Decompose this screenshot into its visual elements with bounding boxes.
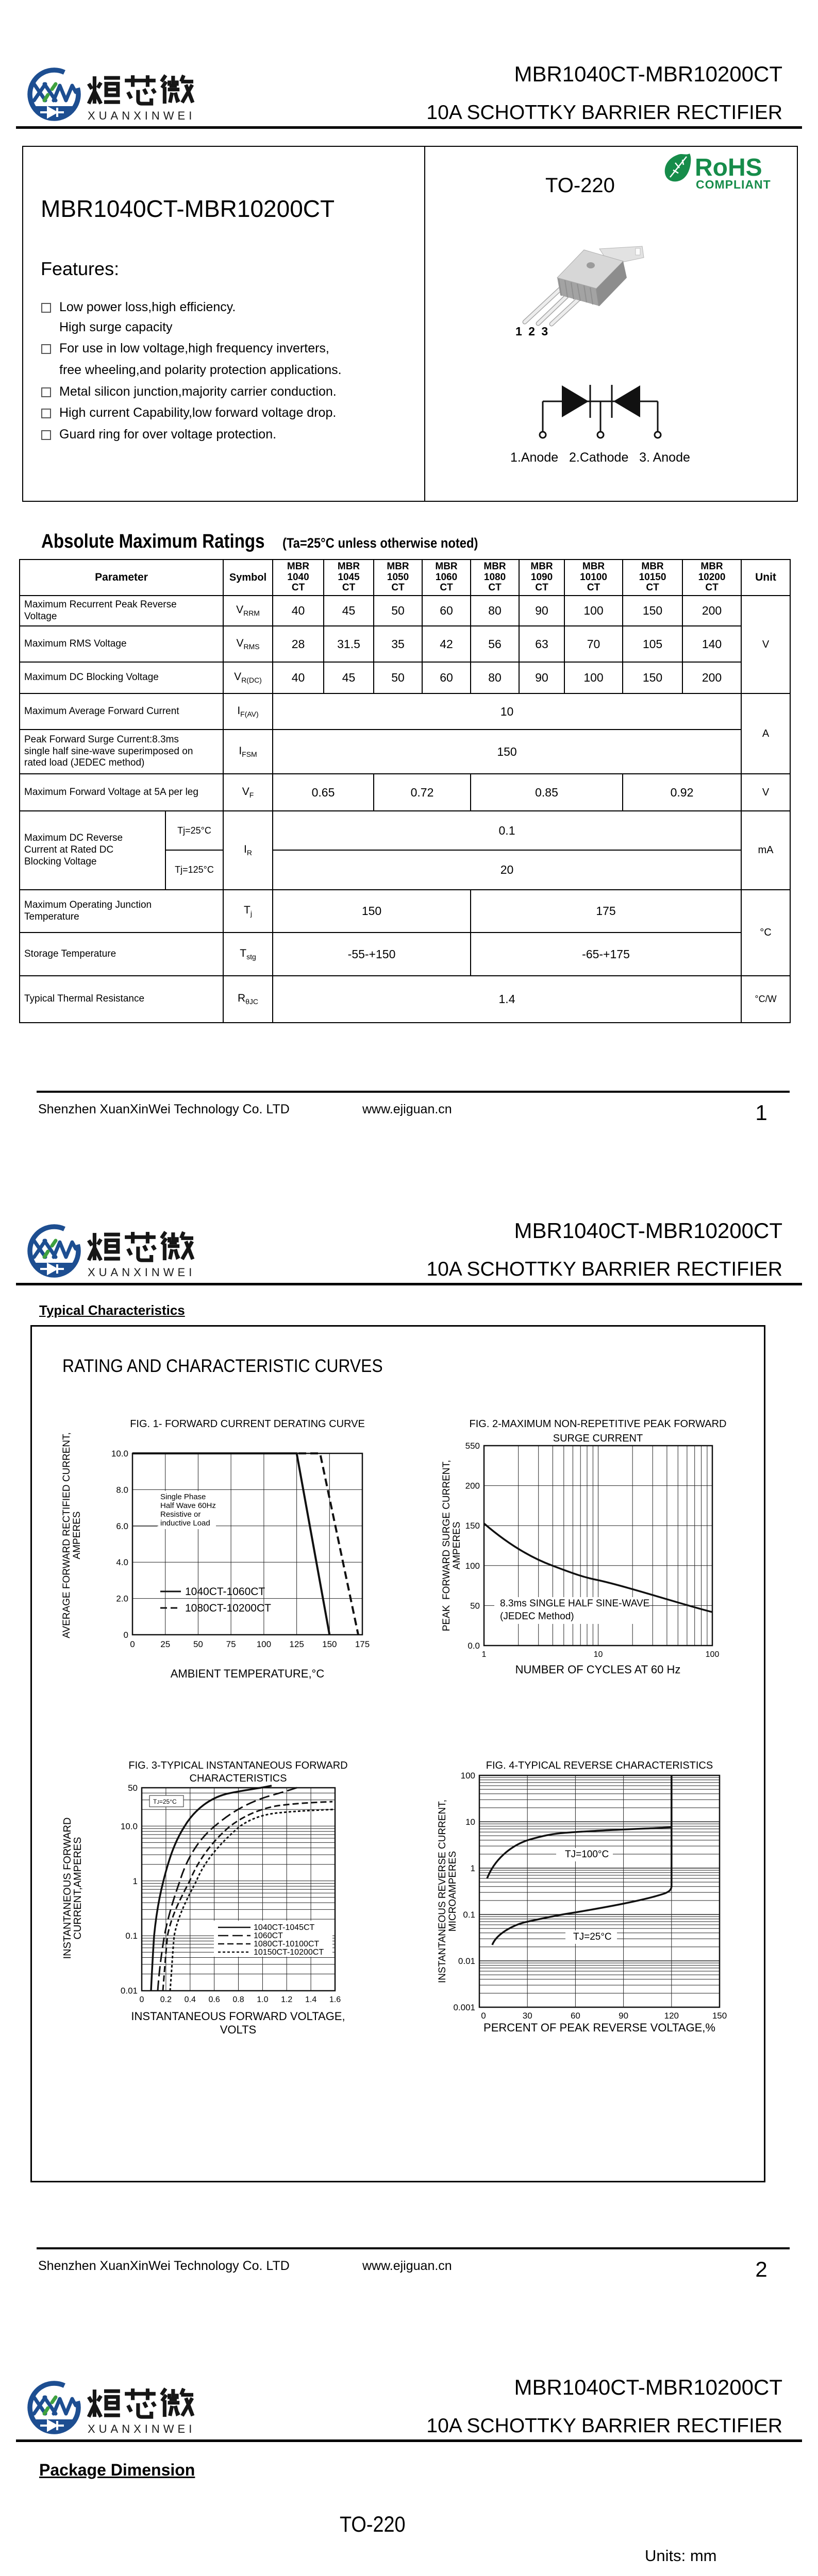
svg-text:TJ=100°C: TJ=100°C	[565, 1849, 609, 1860]
svg-text:200: 200	[465, 1481, 480, 1491]
svg-text:1.6: 1.6	[329, 1995, 341, 2004]
svg-text:175: 175	[355, 1639, 370, 1649]
svg-text:INSTANTANEOUS FORWARD: INSTANTANEOUS FORWARD	[62, 1818, 73, 1959]
svg-text:1.2: 1.2	[281, 1995, 292, 2004]
svg-text:0.001: 0.001	[453, 2003, 475, 2012]
svg-text:1080CT-10200CT: 1080CT-10200CT	[185, 1602, 271, 1614]
svg-text:SURGE CURRENT: SURGE CURRENT	[553, 1433, 643, 1444]
svg-text:0: 0	[124, 1630, 128, 1640]
svg-text:0.01: 0.01	[121, 1986, 138, 1996]
svg-text:XUANXINWEI: XUANXINWEI	[88, 109, 195, 122]
svg-text:XUANXINWEI: XUANXINWEI	[88, 1266, 195, 1279]
svg-text:Resistive or: Resistive or	[160, 1510, 201, 1519]
svg-text:1.0: 1.0	[257, 1995, 268, 2004]
svg-text:CHARACTERISTICS: CHARACTERISTICS	[190, 1773, 287, 1784]
svg-text:INSTANTANEOUS REVERSE CURRENT,: INSTANTANEOUS REVERSE CURRENT,	[437, 1800, 448, 1983]
svg-text:VOLTS: VOLTS	[220, 2023, 257, 2036]
svg-text:0.0: 0.0	[468, 1641, 480, 1651]
svg-text:1040CT-1060CT: 1040CT-1060CT	[185, 1586, 265, 1598]
svg-text:INSTANTANEOUS FORWARD VOLTAGE,: INSTANTANEOUS FORWARD VOLTAGE,	[131, 2010, 345, 2023]
svg-text:10.0: 10.0	[121, 1821, 138, 1831]
svg-text:10: 10	[594, 1650, 603, 1659]
svg-text:1080CT-10100CT: 1080CT-10100CT	[254, 1940, 319, 1948]
svg-text:FIG. 1- FORWARD CURRENT DERATI: FIG. 1- FORWARD CURRENT DERATING CURVE	[130, 1418, 365, 1430]
svg-text:8.0: 8.0	[116, 1485, 128, 1495]
svg-text:0.1: 0.1	[125, 1931, 138, 1941]
svg-text:100: 100	[706, 1650, 720, 1659]
svg-text:2.0: 2.0	[116, 1594, 128, 1604]
svg-text:0: 0	[481, 2011, 486, 2021]
svg-text:MICROAMPERES: MICROAMPERES	[447, 1851, 458, 1931]
svg-text:Half Wave 60Hz: Half Wave 60Hz	[160, 1501, 216, 1510]
svg-text:120: 120	[664, 2011, 679, 2021]
svg-text:25: 25	[160, 1639, 170, 1649]
svg-text:COMPLIANT: COMPLIANT	[696, 178, 771, 191]
svg-text:8.3ms SINGLE HALF SINE-WAVE: 8.3ms SINGLE HALF SINE-WAVE	[500, 1598, 649, 1609]
svg-text:1040CT-1045CT: 1040CT-1045CT	[254, 1923, 315, 1932]
svg-text:150: 150	[465, 1521, 480, 1531]
svg-text:inductive Load: inductive Load	[160, 1519, 210, 1528]
svg-text:RoHS: RoHS	[695, 154, 762, 181]
svg-text:150: 150	[712, 2011, 727, 2021]
svg-text:0.6: 0.6	[208, 1995, 220, 2004]
svg-text:50: 50	[470, 1601, 480, 1611]
svg-text:0: 0	[140, 1995, 144, 2004]
svg-text:XUANXINWEI: XUANXINWEI	[88, 2422, 195, 2435]
svg-text:0: 0	[130, 1639, 135, 1649]
svg-text:AMPERES: AMPERES	[452, 1522, 462, 1570]
svg-text:75: 75	[226, 1639, 236, 1649]
svg-text:(JEDEC Method): (JEDEC Method)	[500, 1611, 574, 1622]
svg-text:30: 30	[523, 2011, 532, 2021]
svg-text:1: 1	[471, 1863, 475, 1873]
svg-text:TJ=25°C: TJ=25°C	[573, 1931, 612, 1942]
svg-text:10: 10	[465, 1817, 475, 1827]
svg-text:125: 125	[289, 1639, 304, 1649]
svg-text:FIG. 4-TYPICAL REVERSE CHARACT: FIG. 4-TYPICAL REVERSE CHARACTERISTICS	[486, 1760, 713, 1771]
svg-text:60: 60	[571, 2011, 580, 2021]
svg-text:100: 100	[465, 1561, 480, 1571]
svg-text:A: A	[531, 2575, 538, 2576]
svg-text:100: 100	[461, 1771, 475, 1781]
svg-text:RATING AND CHARACTERISTIC CURV: RATING AND CHARACTERISTIC CURVES	[62, 1357, 383, 1377]
svg-text:0.2: 0.2	[160, 1995, 172, 2004]
svg-text:550: 550	[465, 1441, 480, 1451]
svg-text:CURRENT,AMPERES: CURRENT,AMPERES	[72, 1837, 84, 1940]
svg-text:AMPERES: AMPERES	[72, 1512, 82, 1560]
svg-text:4.0: 4.0	[116, 1557, 128, 1567]
svg-text:150: 150	[322, 1639, 337, 1649]
svg-text:0.1: 0.1	[463, 1910, 475, 1920]
svg-text:10150CT-10200CT: 10150CT-10200CT	[254, 1948, 324, 1957]
svg-text:100: 100	[257, 1639, 271, 1649]
svg-text:0.01: 0.01	[458, 1956, 475, 1966]
svg-text:6.0: 6.0	[116, 1521, 128, 1531]
svg-text:FIG. 3-TYPICAL INSTANTANEOUS F: FIG. 3-TYPICAL INSTANTANEOUS FORWARD	[128, 1760, 347, 1771]
svg-text:AVERAGE FORWARD RECTIFIED CURR: AVERAGE FORWARD RECTIFIED CURRENT,	[61, 1432, 72, 1638]
svg-text:1: 1	[482, 1650, 487, 1659]
svg-text:PERCENT OF PEAK REVERSE VOLTAG: PERCENT OF PEAK REVERSE VOLTAGE,%	[483, 2021, 715, 2034]
svg-text:Single Phase: Single Phase	[160, 1493, 206, 1501]
svg-text:PEAK FORWARD SURGE CURRENT,: PEAK FORWARD SURGE CURRENT,	[441, 1460, 452, 1632]
svg-text:FIG. 2-MAXIMUM NON-REPETITIVE: FIG. 2-MAXIMUM NON-REPETITIVE PEAK FORWA…	[470, 1418, 727, 1430]
svg-text:1060CT: 1060CT	[254, 1931, 283, 1940]
svg-text:1.4: 1.4	[305, 1995, 316, 2004]
svg-text:50: 50	[193, 1639, 203, 1649]
svg-text:90: 90	[619, 2011, 628, 2021]
svg-text:0.8: 0.8	[232, 1995, 244, 2004]
svg-text:50: 50	[128, 1783, 138, 1793]
svg-text:10.0: 10.0	[111, 1449, 128, 1459]
svg-text:NUMBER OF CYCLES AT 60 Hz: NUMBER OF CYCLES AT 60 Hz	[515, 1663, 681, 1676]
svg-text:0.4: 0.4	[185, 1995, 196, 2004]
svg-text:TJ=25°C: TJ=25°C	[153, 1798, 177, 1805]
svg-text:1: 1	[133, 1876, 138, 1886]
svg-text:AMBIENT TEMPERATURE,°C: AMBIENT TEMPERATURE,°C	[171, 1667, 325, 1680]
